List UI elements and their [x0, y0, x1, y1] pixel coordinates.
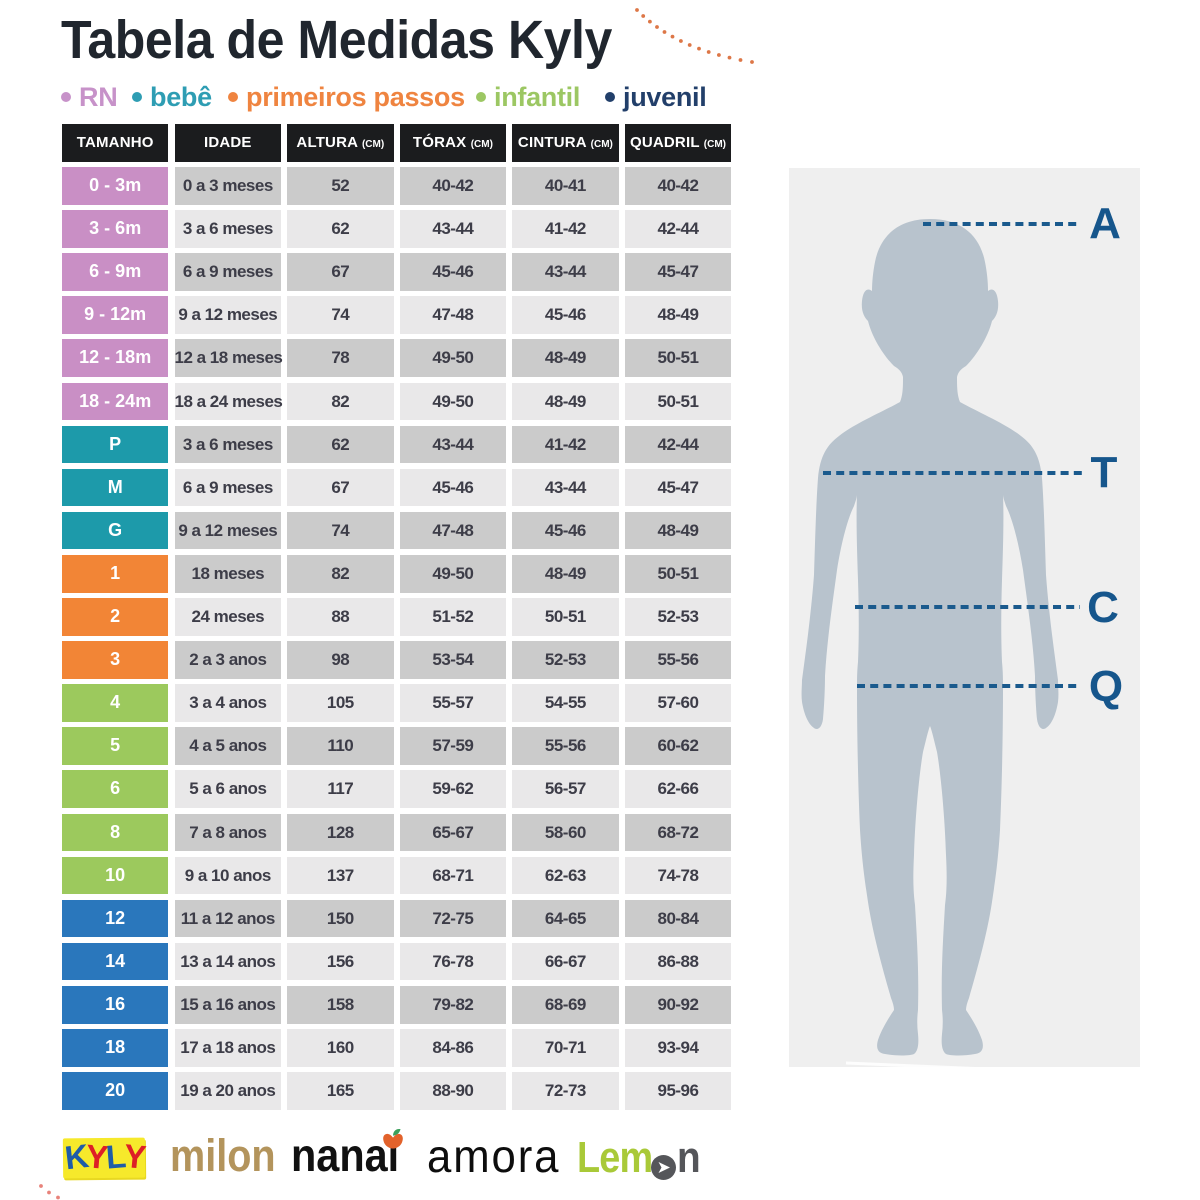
svg-text:T: T — [1091, 448, 1118, 497]
svg-text:C: C — [1087, 583, 1119, 632]
svg-text:A: A — [1089, 199, 1121, 248]
svg-text:Q: Q — [1089, 662, 1123, 711]
